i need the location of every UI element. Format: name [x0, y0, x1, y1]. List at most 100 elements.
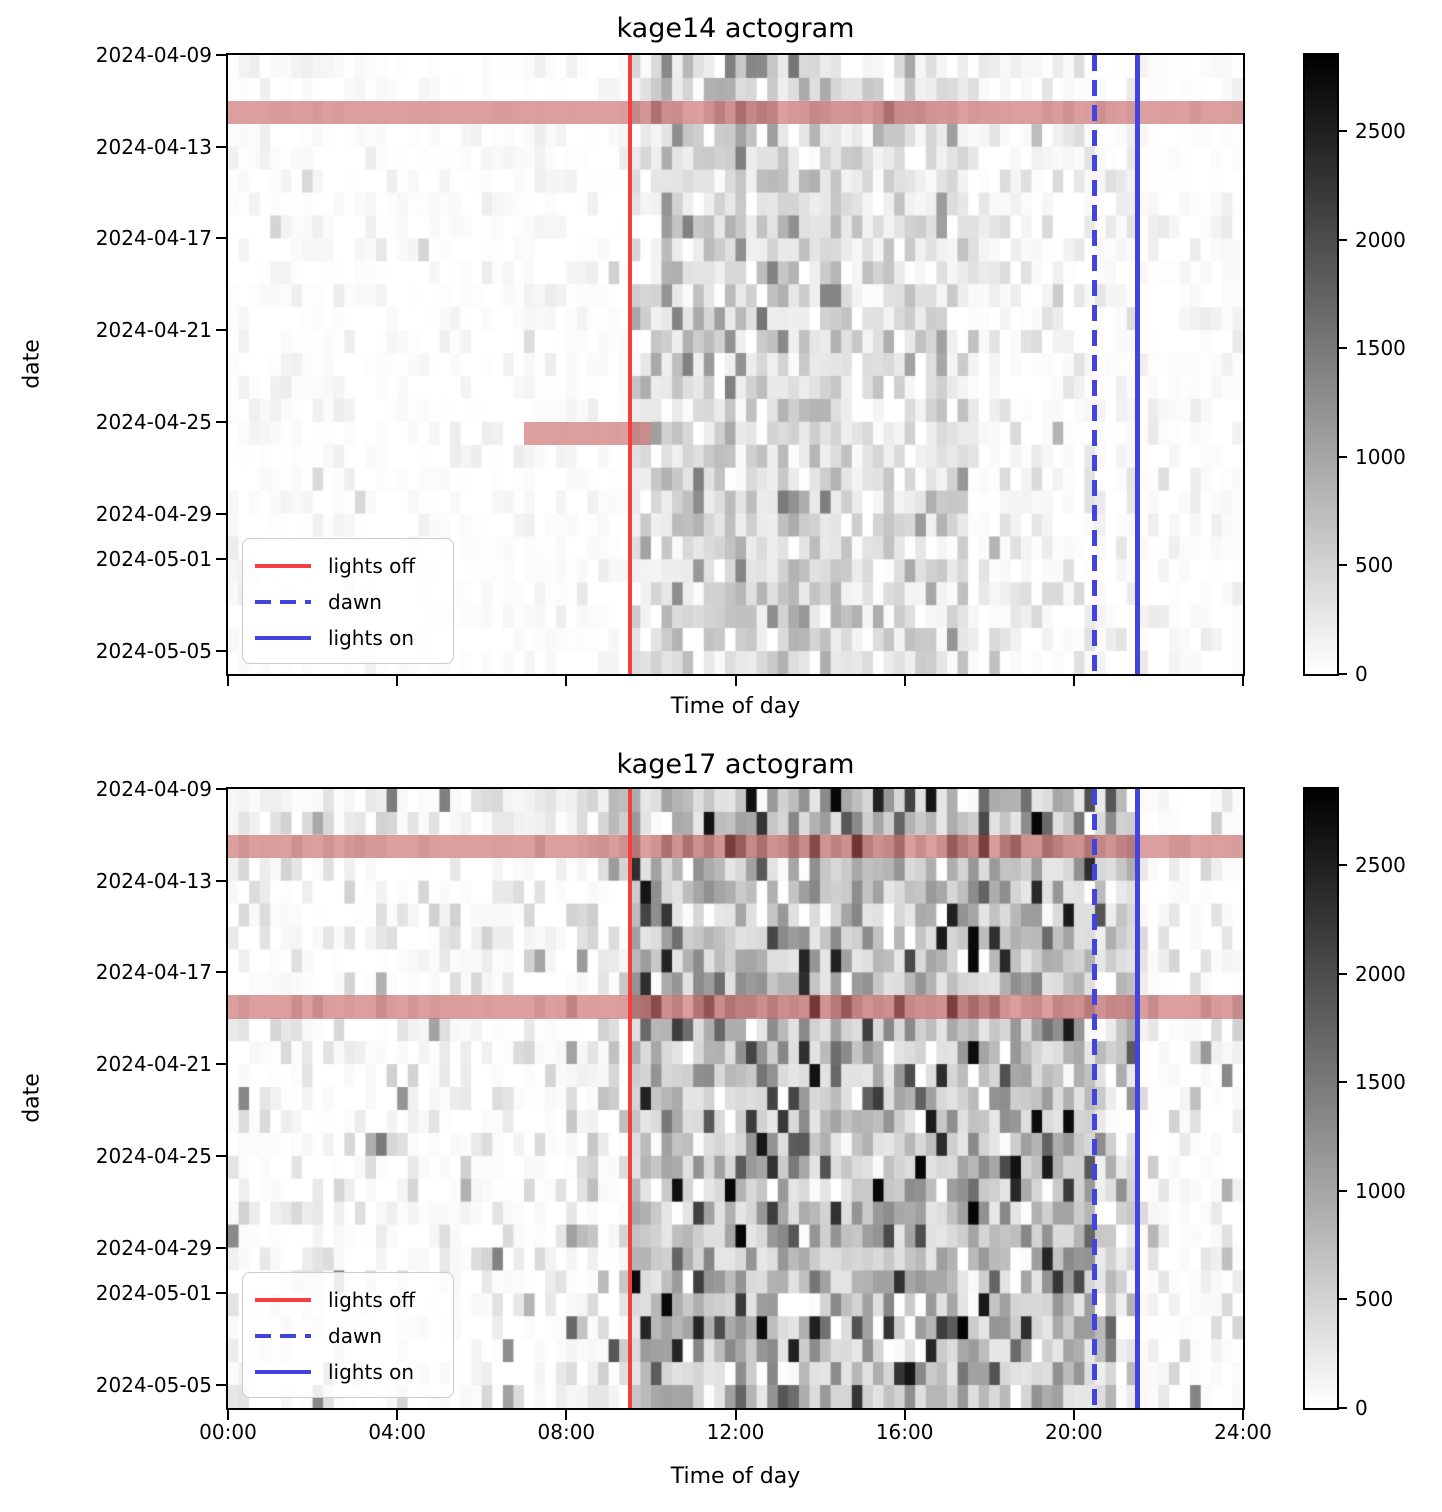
- y-tick-label-2024-05-01: 2024-05-01: [95, 1281, 212, 1306]
- y-tick-label-2024-04-09: 2024-04-09: [95, 43, 212, 67]
- y-tick-2024-05-05: [216, 1384, 226, 1387]
- y-tick-2024-04-09: [216, 54, 226, 56]
- y-tick-label-2024-04-13: 2024-04-13: [95, 134, 212, 159]
- legend-dashed-line-sample: [255, 1334, 311, 1338]
- dawn-line: [1092, 789, 1098, 1408]
- colorbar-tick-1000: [1339, 455, 1347, 458]
- y-tick-2024-04-29: [216, 1246, 226, 1249]
- colorbar-tick-0: [1339, 1407, 1347, 1409]
- x-tick-label-20:00: 20:00: [1045, 1420, 1103, 1444]
- y-tick-label-2024-05-05: 2024-05-05: [95, 1373, 212, 1398]
- y-tick-2024-04-17: [216, 237, 226, 240]
- x-tick-12:00: [734, 1410, 737, 1420]
- colorbar-tick-label-1500: 1500: [1355, 336, 1406, 361]
- y-tick-label-2024-04-21: 2024-04-21: [95, 318, 212, 343]
- y-axis-label-date: date: [19, 339, 45, 389]
- legend-item-lights-on: lights on: [255, 1354, 443, 1390]
- legend-item-lights-off: lights off: [255, 548, 443, 584]
- x-tick-label-00:00: 00:00: [199, 1420, 257, 1444]
- y-tick-label-2024-04-17: 2024-04-17: [95, 226, 212, 251]
- y-tick-label-2024-04-17: 2024-04-17: [95, 960, 212, 985]
- legend-label: dawn: [328, 1324, 382, 1348]
- y-tick-2024-05-01: [216, 1292, 226, 1295]
- legend-solid-line-sample: [255, 1298, 311, 1302]
- excluded-data-band-2024-04-11: [228, 100, 1243, 125]
- legend-item-lights-on: lights on: [255, 620, 443, 656]
- y-tick-label-2024-04-29: 2024-04-29: [95, 1235, 212, 1260]
- x-tick-16:00: [903, 1410, 906, 1420]
- excluded-data-band-2024-04-11: [228, 834, 1243, 859]
- y-tick-label-2024-05-01: 2024-05-01: [95, 547, 212, 572]
- x-tick-00:00: [227, 1410, 229, 1420]
- colorbar-tick-0: [1339, 673, 1347, 675]
- legend-box: lights off dawn lights on: [242, 1272, 454, 1398]
- legend-item-dawn: dawn: [255, 584, 443, 620]
- y-tick-2024-04-13: [216, 145, 226, 148]
- dawn-line: [1092, 55, 1098, 674]
- heatmap-plot-kage14: 2024-04-09 2024-04-13 2024-04-17 2024-04-21…: [96, 43, 1245, 686]
- legend-label: lights on: [328, 1360, 415, 1384]
- y-tick-2024-05-05: [216, 650, 226, 653]
- excluded-data-band-2024-04-18: [228, 995, 1243, 1019]
- colorbar-tick-2500: [1339, 130, 1347, 133]
- colorbar-tick-2000: [1339, 238, 1347, 241]
- colorbar-tick-label-2000: 2000: [1355, 961, 1406, 986]
- y-tick-2024-04-21: [216, 329, 226, 332]
- colorbar-tick-label-2500: 2500: [1355, 853, 1406, 878]
- colorbar-tick-label-0: 0: [1355, 1396, 1368, 1420]
- colorbar-tick-label-0: 0: [1355, 662, 1368, 686]
- y-axis-label-date: date: [19, 1073, 45, 1123]
- legend-label: lights on: [328, 626, 415, 650]
- legend-box: lights off dawn lights on: [242, 538, 454, 664]
- y-tick-2024-04-09: [216, 788, 226, 790]
- colorbar-tick-1500: [1339, 1081, 1347, 1084]
- x-tick-00:00: [227, 676, 229, 686]
- colorbar-kage17: 0 500 1000 1500 2000 2500: [1303, 787, 1406, 1420]
- y-tick-label-2024-04-25: 2024-04-25: [95, 409, 212, 434]
- legend-solid-line-sample: [255, 564, 311, 568]
- x-tick-04:00: [396, 676, 399, 686]
- y-tick-2024-05-01: [216, 558, 226, 561]
- y-tick-2024-04-25: [216, 1154, 226, 1157]
- colorbar-tick-500: [1339, 564, 1347, 567]
- excluded-data-band-2024-04-25: [524, 421, 651, 446]
- x-tick-12:00: [734, 676, 737, 686]
- legend-item-lights-off: lights off: [255, 1282, 443, 1318]
- x-tick-20:00: [1072, 676, 1075, 686]
- colorbar-tick-label-1000: 1000: [1355, 444, 1406, 469]
- lights-off-line: [627, 55, 632, 674]
- lights-on-line: [1134, 789, 1140, 1408]
- x-tick-08:00: [565, 1410, 568, 1420]
- x-tick-label-12:00: 12:00: [706, 1420, 765, 1444]
- x-axis-label-time-of-day: Time of day: [670, 1464, 801, 1489]
- y-tick-2024-04-21: [216, 1063, 226, 1066]
- legend-label: lights off: [328, 1288, 416, 1312]
- colorbar-tick-label-2500: 2500: [1355, 119, 1406, 144]
- colorbar-tick-500: [1339, 1298, 1347, 1301]
- x-tick-24:00: [1242, 1410, 1244, 1420]
- y-tick-2024-04-13: [216, 879, 226, 882]
- colorbar-tick-1500: [1339, 347, 1347, 350]
- x-tick-label-08:00: 08:00: [537, 1420, 596, 1444]
- x-tick-08:00: [565, 676, 568, 686]
- x-tick-20:00: [1072, 1410, 1075, 1420]
- colorbar-tick-label-1000: 1000: [1355, 1178, 1406, 1203]
- colorbar-tick-label-500: 500: [1355, 1287, 1394, 1312]
- lights-on-line: [1134, 55, 1140, 674]
- legend-label: dawn: [328, 590, 382, 614]
- plot-title-kage14: kage14 actogram: [616, 13, 855, 44]
- legend-solid-line-sample: [255, 1370, 311, 1374]
- legend-solid-line-sample: [255, 636, 311, 640]
- x-axis-label-time-of-day: Time of day: [670, 694, 801, 719]
- y-tick-label-2024-05-05: 2024-05-05: [95, 639, 212, 664]
- y-tick-label-2024-04-21: 2024-04-21: [95, 1052, 212, 1077]
- legend-label: lights off: [328, 554, 416, 578]
- colorbar-tick-2500: [1339, 864, 1347, 867]
- y-tick-label-2024-04-25: 2024-04-25: [95, 1143, 212, 1168]
- y-tick-label-2024-04-29: 2024-04-29: [95, 501, 212, 526]
- colorbar-tick-2000: [1339, 972, 1347, 975]
- x-tick-label-16:00: 16:00: [875, 1420, 934, 1444]
- x-tick-04:00: [396, 1410, 399, 1420]
- y-tick-2024-04-25: [216, 420, 226, 423]
- legend-item-dawn: dawn: [255, 1318, 443, 1354]
